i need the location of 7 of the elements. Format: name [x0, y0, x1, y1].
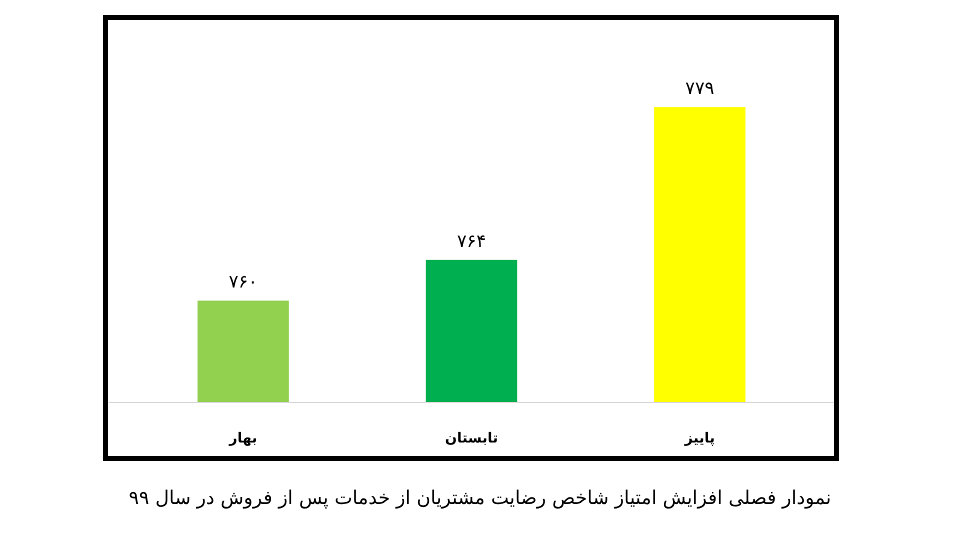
text: نمودار فصلی افزایش امتیاز شاخص رضایت مشتریان از خدمات پس از فروش در سال ۹۹: [128, 486, 832, 511]
x-tick-label: بهار: [228, 430, 258, 446]
data-label: ۷۷۹: [685, 78, 714, 100]
data-label: ۷۶۴: [457, 230, 486, 252]
x-tick-label: پاییز: [684, 430, 715, 446]
data-label: ۷۶۰: [228, 272, 258, 293]
x-tick-label: تابستان: [445, 430, 498, 446]
